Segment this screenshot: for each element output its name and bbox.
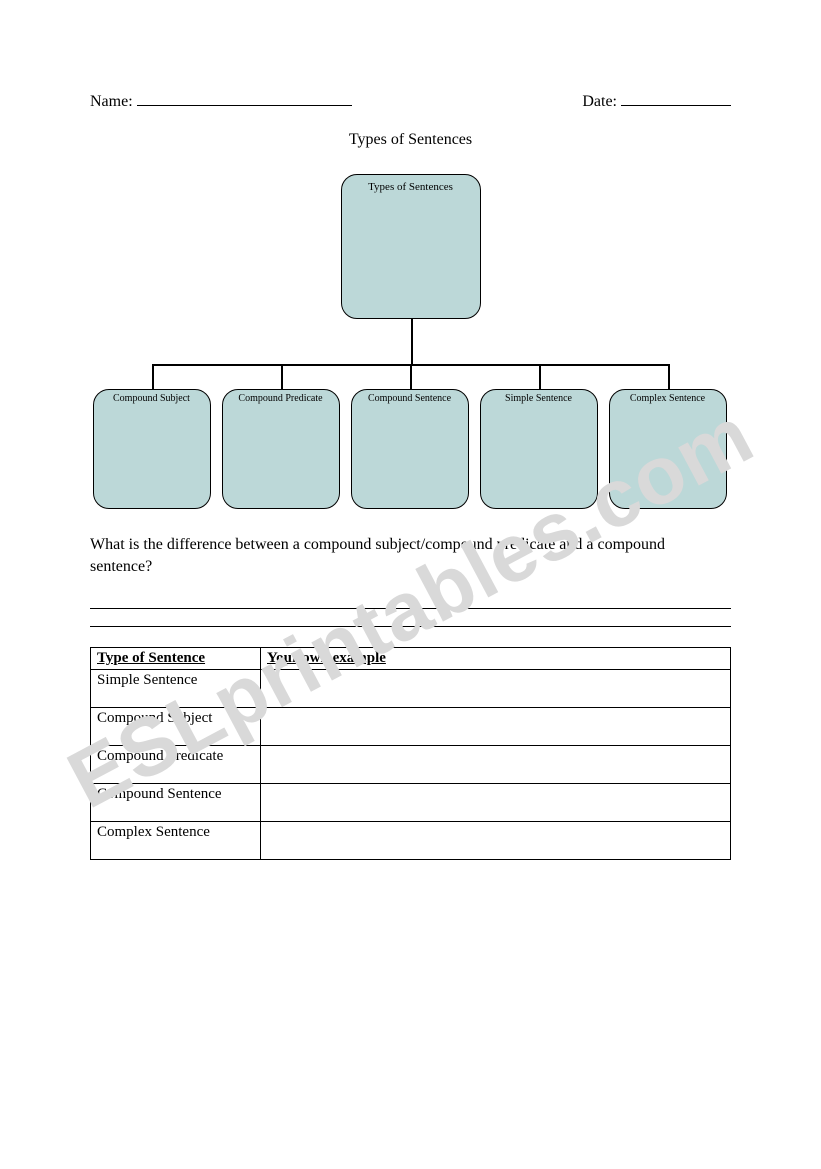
root-node-label: Types of Sentences: [368, 181, 453, 193]
table-row: Complex Sentence: [91, 822, 731, 860]
connector-drop-3: [539, 364, 541, 389]
child-node-label: Compound Subject: [113, 393, 190, 404]
child-node-3: Simple Sentence: [480, 389, 598, 509]
question-text: What is the difference between a compoun…: [90, 534, 731, 577]
table-cell-example[interactable]: [261, 746, 731, 784]
table-row: Compound Subject: [91, 708, 731, 746]
connector-drop-1: [281, 364, 283, 389]
date-underline[interactable]: [621, 90, 731, 106]
connector-drop-2: [410, 364, 412, 389]
root-node: Types of Sentences: [341, 174, 481, 319]
header-row: Name: Date:: [90, 90, 731, 111]
date-label: Date:: [582, 93, 617, 111]
table-header-row: Type of Sentence Your own example: [91, 648, 731, 670]
name-field: Name:: [90, 90, 352, 111]
child-node-1: Compound Predicate: [222, 389, 340, 509]
connector-trunk: [411, 319, 413, 364]
date-field: Date:: [582, 90, 731, 111]
child-node-2: Compound Sentence: [351, 389, 469, 509]
table-row: Compound Sentence: [91, 784, 731, 822]
table-row: Simple Sentence: [91, 670, 731, 708]
table-cell-type: Compound Predicate: [91, 746, 261, 784]
table-cell-example[interactable]: [261, 708, 731, 746]
table-cell-type: Compound Sentence: [91, 784, 261, 822]
table-cell-example[interactable]: [261, 784, 731, 822]
child-node-label: Simple Sentence: [505, 393, 572, 404]
child-node-0: Compound Subject: [93, 389, 211, 509]
table-header-type: Type of Sentence: [91, 648, 261, 670]
child-node-label: Compound Sentence: [368, 393, 451, 404]
page-title: Types of Sentences: [90, 131, 731, 149]
name-underline[interactable]: [137, 90, 352, 106]
worksheet-page: Name: Date: Types of Sentences Types of …: [0, 0, 821, 1169]
child-node-label: Complex Sentence: [630, 393, 705, 404]
answer-line-2[interactable]: [90, 613, 731, 627]
table-cell-type: Compound Subject: [91, 708, 261, 746]
connector-drop-4: [668, 364, 670, 389]
table-row: Compound Predicate: [91, 746, 731, 784]
name-label: Name:: [90, 93, 133, 111]
table-cell-example[interactable]: [261, 670, 731, 708]
table-cell-type: Simple Sentence: [91, 670, 261, 708]
connector-drop-0: [152, 364, 154, 389]
table-cell-type: Complex Sentence: [91, 822, 261, 860]
tree-diagram: Types of Sentences Compound Subject Comp…: [91, 174, 731, 514]
answer-line-1[interactable]: [90, 595, 731, 609]
examples-table: Type of Sentence Your own example Simple…: [90, 647, 731, 860]
table-cell-example[interactable]: [261, 822, 731, 860]
table-header-example: Your own example: [261, 648, 731, 670]
child-node-4: Complex Sentence: [609, 389, 727, 509]
child-node-label: Compound Predicate: [238, 393, 322, 404]
